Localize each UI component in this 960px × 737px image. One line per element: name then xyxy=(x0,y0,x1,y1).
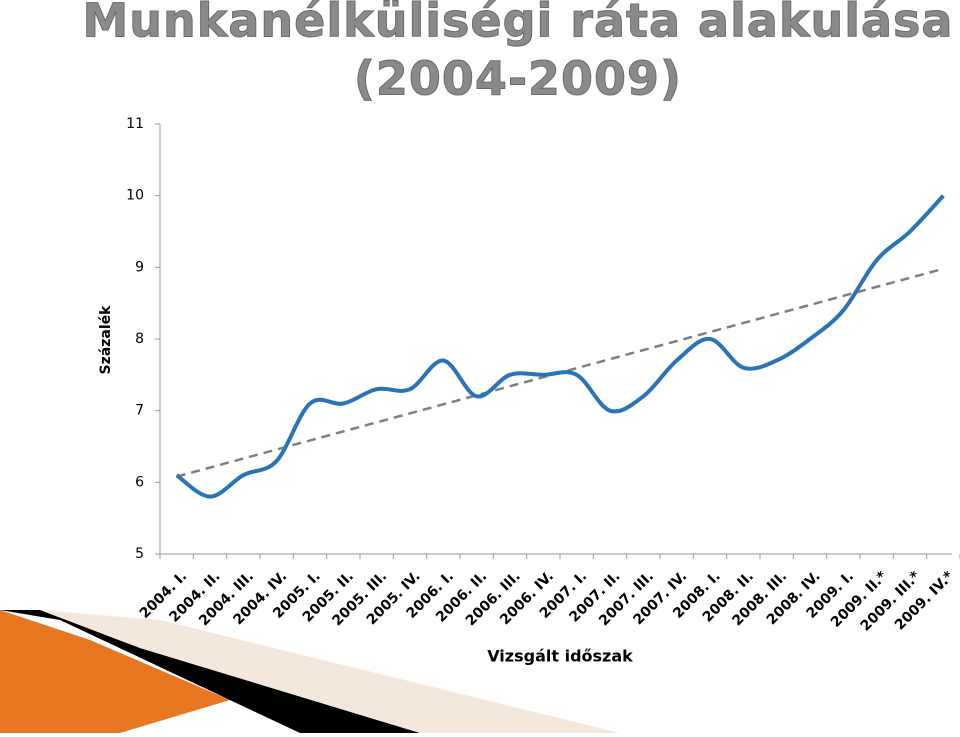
x-axis-title: Vizsgált időszak xyxy=(487,647,633,666)
y-tick-label: 6 xyxy=(135,474,144,490)
y-tick-label: 7 xyxy=(135,403,144,419)
decoration xyxy=(0,610,230,733)
y-tick-label: 9 xyxy=(135,259,144,275)
y-tick-label: 11 xyxy=(126,116,144,132)
decoration xyxy=(40,610,620,733)
y-tick-label: 10 xyxy=(126,188,144,204)
chart-title: (2004-2009) xyxy=(354,52,682,106)
data-line xyxy=(175,194,945,499)
chart-title: Munkanélküliségi ráta alakulása xyxy=(83,0,954,48)
y-tick-label: 5 xyxy=(135,546,144,562)
decoration xyxy=(0,610,420,733)
y-axis-title: Százalék xyxy=(98,305,114,375)
y-tick-label: 8 xyxy=(135,331,144,347)
